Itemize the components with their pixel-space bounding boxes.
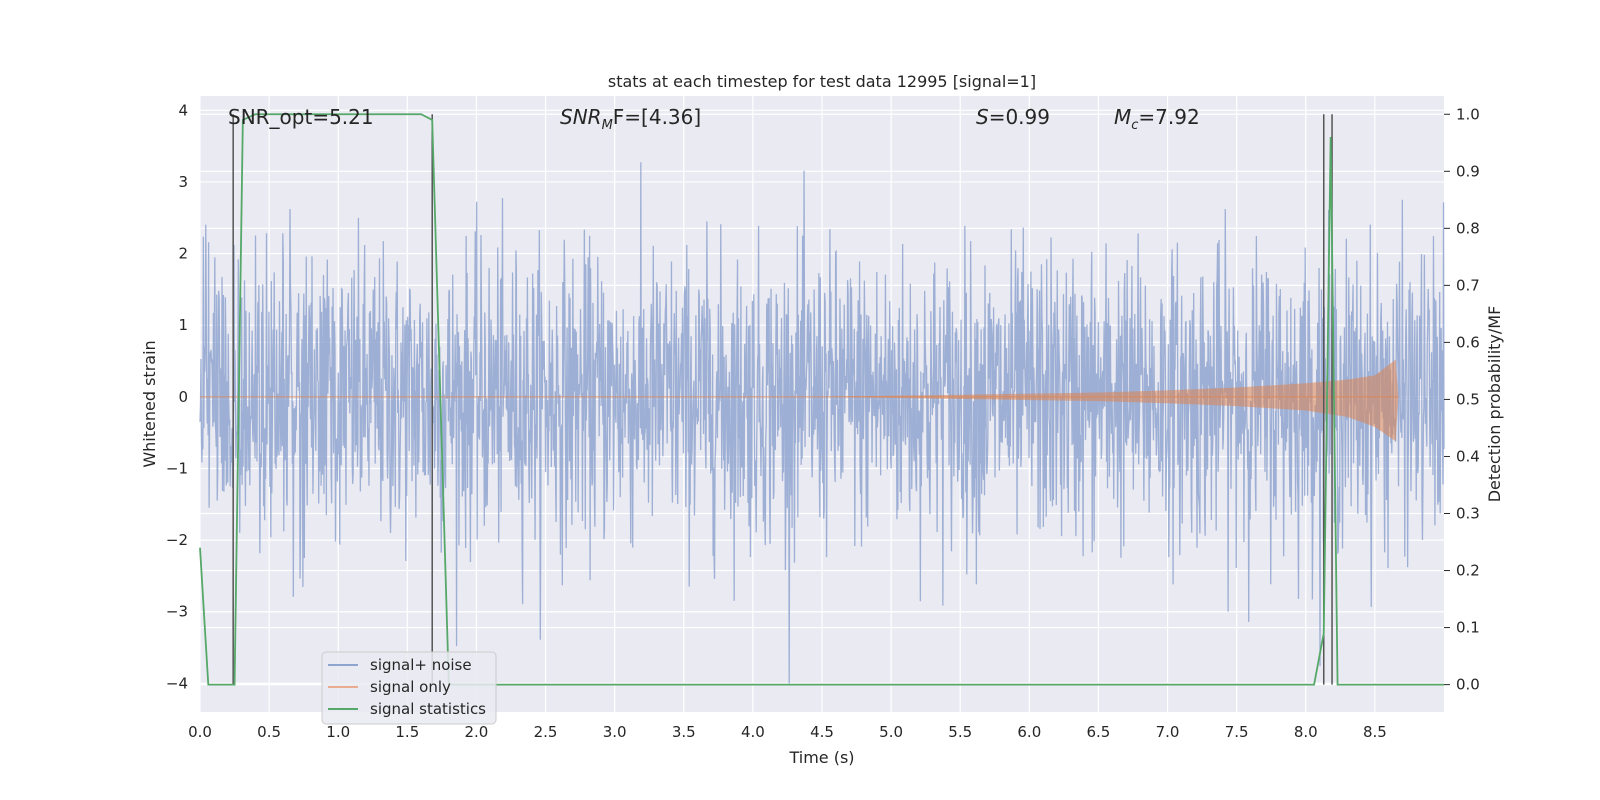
y-tick-label-left: 0 (178, 388, 188, 406)
y-tick-label-left: −3 (166, 603, 188, 621)
y-tick-label-left: 3 (178, 173, 188, 191)
y-tick-label-left: 4 (178, 101, 188, 119)
y-tick-label-right: 0.2 (1456, 562, 1480, 580)
annotation-s: S=0.99 (976, 105, 1050, 129)
y-tick-label-right: 0.0 (1456, 676, 1480, 694)
x-tick-label: 6.0 (1017, 723, 1041, 741)
x-tick-label: 1.5 (395, 723, 419, 741)
x-tick-label: 3.5 (672, 723, 696, 741)
annotation-snr-mf: SNRMF=[4.36] (560, 105, 701, 133)
annotation-s-main: S (976, 105, 989, 129)
y-tick-label-right: 0.8 (1456, 219, 1480, 237)
annotation-mc-rest: =7.92 (1138, 105, 1199, 129)
x-tick-label: 8.5 (1363, 723, 1387, 741)
y-tick-label-right: 1.0 (1456, 105, 1480, 123)
x-tick-label: 1.0 (326, 723, 350, 741)
signal-envelope (200, 359, 1399, 442)
x-tick-label: 4.5 (810, 723, 834, 741)
legend-label-signal-only: signal only (370, 678, 451, 696)
x-tick-label: 6.5 (1087, 723, 1111, 741)
y-axis-label-left: Whitened strain (140, 340, 159, 467)
y-tick-label-right: 0.4 (1456, 447, 1480, 465)
annotation-snr-mf-rest: F=[4.36] (613, 105, 701, 129)
series-signal-plus-noise (199, 162, 1445, 684)
y-tick-label-right: 0.6 (1456, 333, 1480, 351)
noise-trace (199, 162, 1445, 684)
legend-label-signal-statistics: signal statistics (370, 700, 486, 718)
axis-ticks: 0.0 0.5 1.0 1.5 2.0 2.5 3.0 3.5 4.0 4.5 5.0 5.5 6.0 6… (166, 101, 1480, 741)
y-tick-label-left: −1 (166, 459, 188, 477)
x-tick-label: 5.0 (879, 723, 903, 741)
x-tick-label: 3.0 (603, 723, 627, 741)
x-tick-label: 7.5 (1225, 723, 1249, 741)
y-tick-label-left: 1 (178, 316, 188, 334)
annotation-snr-mf-main: SNR (560, 105, 602, 129)
annotation-mc-main: M (1114, 105, 1131, 129)
y-tick-label-right: 0.5 (1456, 390, 1480, 408)
x-tick-label: 0.5 (257, 723, 281, 741)
y-tick-label-left: 2 (178, 245, 188, 263)
y-tick-label-right: 0.7 (1456, 276, 1480, 294)
legend-box (321, 651, 497, 725)
y-tick-label-left: −2 (166, 531, 188, 549)
annotation-s-value: =0.99 (989, 105, 1050, 129)
y-axis-label-right: Detection probability/MF (1485, 306, 1504, 503)
annotation-mc-sub: c (1131, 118, 1138, 133)
x-tick-label: 2.0 (465, 723, 489, 741)
x-axis-label: Time (s) (788, 748, 854, 767)
annotation-snr-opt: SNR_opt=5.21 (228, 105, 374, 129)
x-tick-label: 5.5 (948, 723, 972, 741)
legend: signal+ noise signal only signal statist… (321, 651, 497, 725)
x-tick-label: 8.0 (1294, 723, 1318, 741)
y-tick-label-right: 0.3 (1456, 505, 1480, 523)
annotation-snr-mf-sub: M (602, 118, 613, 133)
x-tick-label: 4.0 (741, 723, 765, 741)
x-tick-label: 0.0 (188, 723, 212, 741)
legend-label-signal-plus-noise: signal+ noise (370, 656, 472, 674)
y-tick-label-right: 0.9 (1456, 162, 1480, 180)
x-tick-label: 2.5 (534, 723, 558, 741)
chart-title: stats at each timestep for test data 129… (608, 72, 1036, 91)
y-tick-label-right: 0.1 (1456, 619, 1480, 637)
series-signal-only (200, 359, 1399, 442)
x-tick-label: 7.0 (1156, 723, 1180, 741)
y-tick-label-left: −4 (166, 674, 188, 692)
annotation-mc: Mc=7.92 (1114, 105, 1200, 133)
